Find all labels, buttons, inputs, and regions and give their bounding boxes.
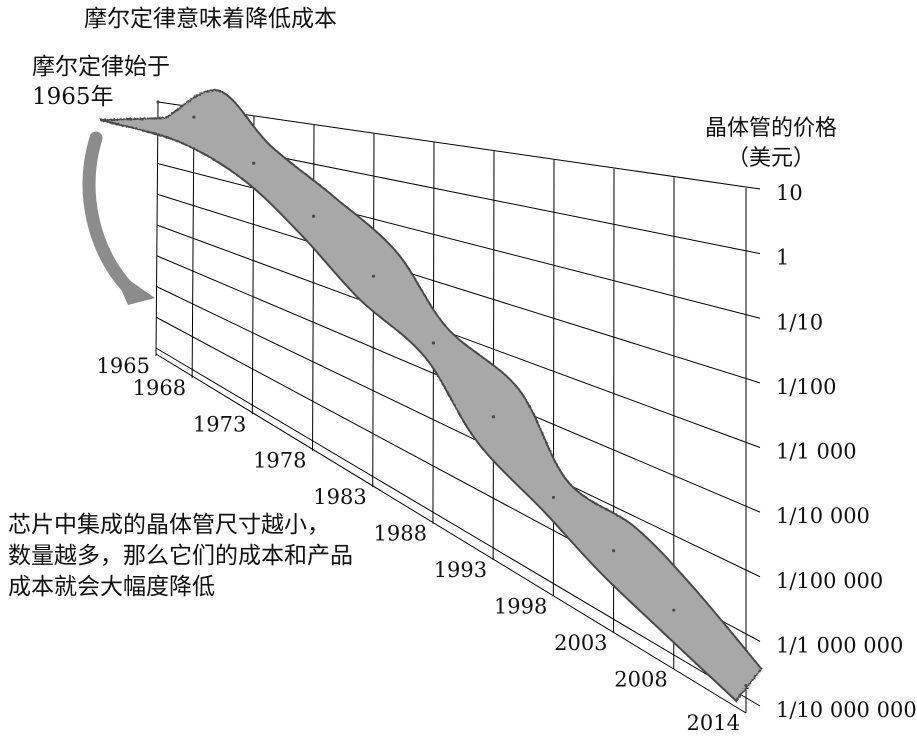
grid-vertical-line bbox=[312, 124, 315, 451]
grid-vertical-line bbox=[191, 107, 195, 378]
price-band bbox=[99, 89, 763, 703]
explanation-note-line: 成本就会大幅度降低 bbox=[8, 574, 215, 600]
start-note-line: 摩尔定律始于 bbox=[32, 54, 170, 80]
y-tick-label: 1/100 000 bbox=[776, 569, 883, 593]
grid-horizontal-line bbox=[155, 347, 761, 707]
x-tick-label: 2003 bbox=[554, 631, 607, 655]
grid-vertical-line bbox=[492, 151, 495, 561]
data-point bbox=[371, 274, 376, 278]
data-point bbox=[612, 549, 616, 553]
grid-horizontal-line bbox=[157, 163, 761, 319]
grid-horizontal-line bbox=[157, 193, 761, 384]
x-axis-baseline bbox=[155, 353, 747, 714]
y-axis-label-line: 晶体管的价格 bbox=[705, 116, 838, 141]
y-axis-label-line: （美元） bbox=[727, 146, 816, 171]
y-tick-label: 1/1 000 bbox=[776, 440, 857, 464]
start-note-line: 1965年 bbox=[32, 84, 114, 110]
y-axis-label: 晶体管的价格 （美元） bbox=[705, 114, 837, 174]
data-point bbox=[672, 608, 676, 612]
data-point bbox=[156, 100, 160, 104]
grid-horizontal-line bbox=[156, 286, 761, 578]
x-tick-label: 2014 bbox=[687, 711, 740, 735]
x-tick-label: 1993 bbox=[434, 558, 487, 582]
x-tick-label: 2008 bbox=[614, 667, 667, 691]
y-tick-label: 10 bbox=[776, 181, 803, 205]
x-tick-label: 1978 bbox=[253, 449, 306, 473]
data-point bbox=[192, 115, 196, 119]
y-tick-label: 1/10 000 000 bbox=[776, 698, 917, 722]
arrow-head-icon bbox=[112, 268, 155, 305]
grid-horizontal-line bbox=[156, 224, 761, 448]
data-point bbox=[252, 161, 256, 165]
data-point bbox=[491, 415, 496, 419]
y-tick-label: 1/10 bbox=[776, 310, 823, 334]
x-tick-label: 1968 bbox=[133, 376, 186, 400]
x-tick-label: 1988 bbox=[373, 522, 426, 546]
grid-horizontal-line bbox=[157, 101, 761, 190]
data-point bbox=[431, 341, 436, 345]
explanation-note: 芯片中集成的晶体管尺寸越小， 数量越多，那么它们的成本和产品 成本就会大幅度降低 bbox=[8, 510, 353, 603]
x-tick-label: 1973 bbox=[193, 412, 246, 436]
x-tick-label: 1965 bbox=[97, 354, 150, 378]
arrow-layer bbox=[82, 131, 155, 305]
price-band-layer bbox=[99, 89, 763, 703]
explanation-note-line: 芯片中集成的晶体管尺寸越小， bbox=[8, 512, 330, 538]
curved-arrow-icon bbox=[82, 131, 137, 297]
y-tick-labels: 10 1 1/10 1/100 1/1 000 1/10 000 1/100 000 1/1 … bbox=[776, 181, 917, 722]
start-note: 摩尔定律始于 1965年 bbox=[32, 52, 170, 112]
data-point bbox=[744, 683, 748, 688]
x-tick-label: 1998 bbox=[494, 594, 547, 618]
grid-vertical-line bbox=[155, 101, 159, 357]
y-tick-label: 1/100 bbox=[776, 375, 837, 399]
y-tick-label: 1 bbox=[776, 246, 789, 270]
x-tick-label: 1983 bbox=[313, 485, 366, 509]
grid-vertical-line bbox=[552, 159, 555, 597]
chart-title: 摩尔定律意味着降低成本 bbox=[84, 6, 337, 32]
y-tick-label: 1/10 000 bbox=[776, 504, 870, 528]
explanation-note-line: 数量越多，那么它们的成本和产品 bbox=[8, 543, 353, 569]
data-point bbox=[551, 495, 556, 500]
y-tick-label: 1/1 000 000 bbox=[776, 633, 903, 657]
data-point bbox=[311, 214, 316, 218]
